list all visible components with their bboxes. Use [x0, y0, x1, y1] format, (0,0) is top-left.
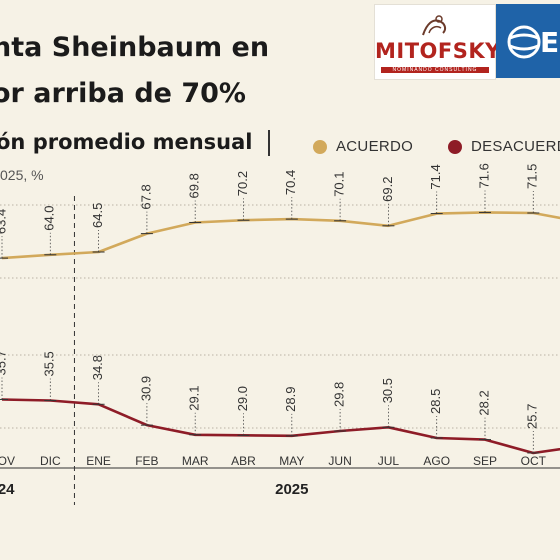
x-tick-label-4: MAR [182, 454, 209, 468]
x-tick-label-9: AGO [423, 454, 450, 468]
logo-emblem-icon [422, 15, 447, 36]
subtitle-divider [268, 130, 270, 156]
value-label-acuerdo-11: 71.5 [525, 164, 540, 189]
value-label-acuerdo-6: 70.4 [283, 170, 298, 195]
x-tick-label-6: MAY [279, 454, 304, 468]
x-tick-label-3: FEB [135, 454, 158, 468]
value-label-desacuerdo-4: 29.1 [187, 385, 202, 410]
value-label-acuerdo-10: 71.6 [476, 163, 491, 188]
value-label-acuerdo-1: 64.0 [42, 205, 57, 230]
headline-line-2: or arriba de 70% [0, 78, 246, 109]
legend-dot-desacuerdo [448, 140, 462, 154]
mitofsky-logo: MITOFSKY NOMINANDO CONSULTING [374, 4, 501, 80]
value-label-desacuerdo-2: 34.8 [90, 355, 105, 380]
globe-icon [507, 25, 541, 59]
value-label-desacuerdo-9: 28.5 [428, 389, 443, 414]
secondary-logo: E [496, 4, 560, 78]
x-tick-label-10: SEP [473, 454, 497, 468]
series-line-acuerdo [1, 211, 560, 260]
x-tick-label-0: NOV [0, 454, 15, 468]
value-label-acuerdo-7: 70.1 [332, 171, 347, 196]
value-label-acuerdo-5: 70.2 [235, 171, 250, 196]
mitofsky-logo-subtext: NOMINANDO CONSULTING [381, 67, 489, 73]
value-label-desacuerdo-6: 28.9 [283, 387, 298, 412]
value-label-desacuerdo-5: 29.0 [235, 386, 250, 411]
value-label-desacuerdo-10: 28.2 [476, 390, 491, 415]
year-label-0: 024 [0, 481, 15, 498]
value-label-desacuerdo-7: 29.8 [332, 382, 347, 407]
x-tick-label-1: DIC [40, 454, 61, 468]
value-label-desacuerdo-1: 35.5 [42, 351, 57, 376]
mitofsky-logo-text: MITOFSKY [375, 39, 501, 63]
value-label-acuerdo-2: 64.5 [90, 203, 105, 228]
value-label-acuerdo-3: 67.8 [138, 184, 153, 209]
value-label-acuerdo-0: 63.4 [0, 209, 8, 234]
value-label-desacuerdo-0: 35.7 [0, 350, 8, 375]
x-tick-label-7: JUN [328, 454, 351, 468]
value-label-desacuerdo-8: 30.5 [380, 378, 395, 403]
x-tick-label-11: OCT [521, 454, 547, 468]
chart-note: 025, % [0, 167, 44, 183]
chart-subtitle: ón promedio mensual [0, 130, 253, 154]
value-label-acuerdo-8: 69.2 [380, 176, 395, 201]
value-label-acuerdo-4: 69.8 [187, 173, 202, 198]
secondary-logo-text: E [540, 26, 560, 59]
value-label-acuerdo-9: 71.4 [428, 164, 443, 189]
value-label-desacuerdo-11: 25.7 [525, 404, 540, 429]
legend-label-desacuerdo: DESACUERDO [471, 138, 560, 155]
legend-dot-acuerdo [313, 140, 327, 154]
x-tick-label-8: JUL [378, 454, 400, 468]
year-label-1: 2025 [275, 481, 308, 498]
headline-line-1: nta Sheinbaum en [0, 32, 270, 63]
legend-label-acuerdo: ACUERDO [336, 138, 414, 155]
x-tick-label-5: ABR [231, 454, 256, 468]
x-tick-label-2: ENE [86, 454, 111, 468]
value-label-desacuerdo-3: 30.9 [138, 376, 153, 401]
